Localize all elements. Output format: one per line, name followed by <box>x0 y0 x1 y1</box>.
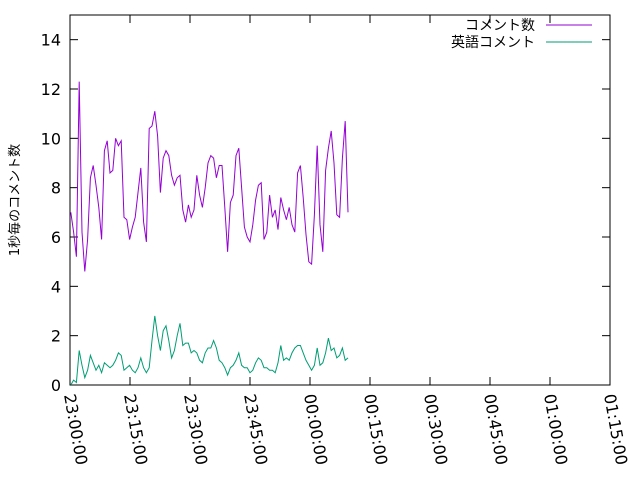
y-tick-label: 8 <box>51 179 61 198</box>
y-axis: 0 2 4 6 8 10 12 14 <box>41 31 610 395</box>
y-tick-label: 6 <box>51 228 61 247</box>
y-tick-label: 2 <box>51 327 61 346</box>
series-line-1 <box>70 81 349 272</box>
y-axis-label: 1秒毎のコメント数 <box>7 144 23 256</box>
plot-frame <box>69 14 611 386</box>
legend-label: 英語コメント <box>451 34 535 51</box>
series-line-2 <box>70 315 349 386</box>
plot-border <box>69 14 611 386</box>
y-tick-label: 4 <box>51 277 61 296</box>
y-tick-label: 14 <box>41 31 61 50</box>
y-tick-label: 0 <box>51 376 61 395</box>
y-tick-label: 10 <box>41 129 61 148</box>
legend-label: コメント数 <box>465 18 535 34</box>
series-group <box>70 81 349 386</box>
y-tick-label: 12 <box>41 80 61 99</box>
